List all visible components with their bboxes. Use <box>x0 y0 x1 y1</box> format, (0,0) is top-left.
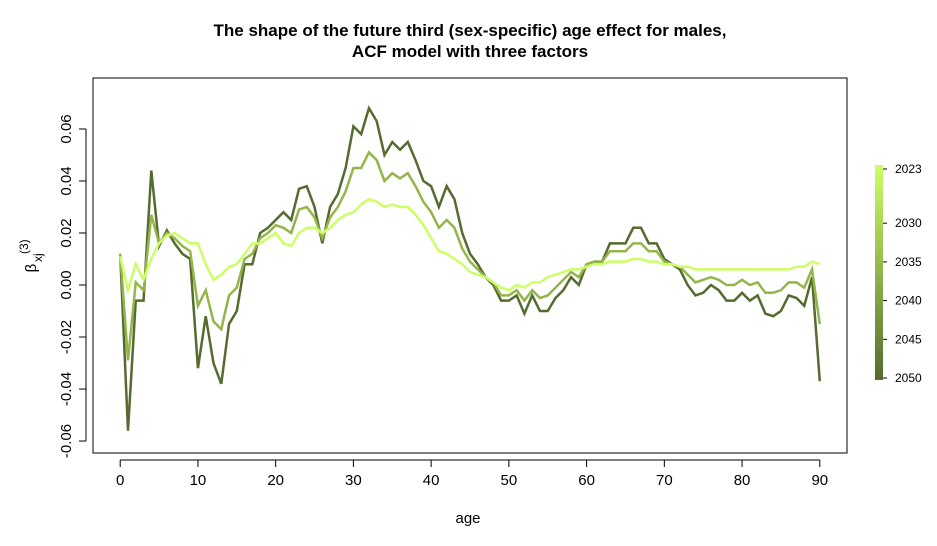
x-tick-label: 20 <box>267 472 284 489</box>
x-tick-label: 40 <box>423 472 440 489</box>
x-tick-label: 30 <box>345 472 362 489</box>
y-label-superscript: (3) <box>17 239 31 254</box>
y-tick-label: -0.02 <box>58 320 75 354</box>
x-tick-label: 90 <box>811 472 828 489</box>
colorbar-label: 2050 <box>895 371 922 385</box>
x-tick-label: 10 <box>190 472 207 489</box>
x-tick-label: 0 <box>116 472 124 489</box>
y-tick-label: -0.06 <box>58 424 75 458</box>
y-tick-label: 0.00 <box>58 270 75 299</box>
y-tick-label: 0.06 <box>58 114 75 143</box>
colorbar <box>875 165 883 380</box>
series-line <box>118 150 822 361</box>
x-tick-label: 80 <box>734 472 751 489</box>
colorbar-label: 2040 <box>895 294 922 308</box>
colorbar-label: 2035 <box>895 255 922 269</box>
x-tick-label: 60 <box>578 472 595 489</box>
y-label-subscript: xj <box>31 253 45 262</box>
y-axis-label: β (3) xj <box>17 239 45 272</box>
x-tick-label: 50 <box>501 472 518 489</box>
x-axis-label: age <box>455 510 480 527</box>
series-line <box>118 197 821 296</box>
colorbar-label: 2023 <box>895 162 922 176</box>
x-tick-label: 70 <box>656 472 673 489</box>
series-line <box>118 105 822 431</box>
colorbar-label: 2030 <box>895 216 922 230</box>
y-tick-label: -0.04 <box>58 372 75 406</box>
chart-title: ACF model with three factors <box>352 42 588 61</box>
plot-frame <box>92 77 848 454</box>
chart-title: The shape of the future third (sex-speci… <box>214 21 727 40</box>
y-tick-label: 0.04 <box>58 166 75 195</box>
y-label-symbol: β <box>23 263 40 272</box>
colorbar-label: 2045 <box>895 332 922 346</box>
y-tick-label: 0.02 <box>58 218 75 247</box>
